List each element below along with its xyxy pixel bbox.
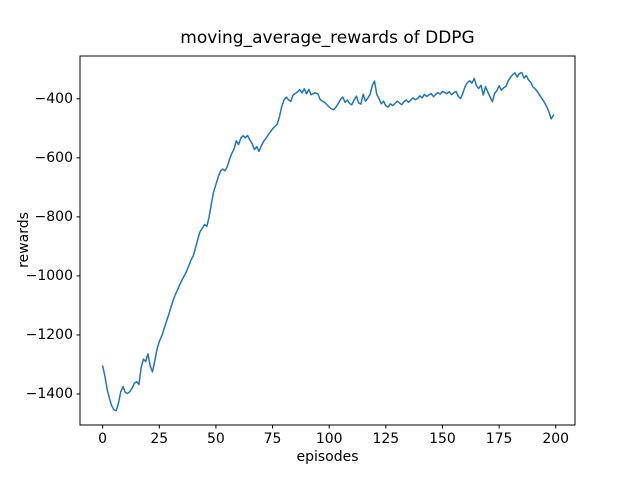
x-axis-label: episodes — [296, 449, 359, 465]
y-tick-label: −600 — [34, 149, 73, 166]
x-tick-label: 25 — [150, 431, 169, 447]
x-tick-label: 50 — [207, 431, 225, 447]
axes-spines — [79, 55, 576, 426]
y-tick-label: −800 — [34, 208, 73, 225]
chart-title: moving_average_rewards of DDPG — [180, 28, 475, 48]
y-tick-label: −1200 — [25, 326, 73, 343]
x-tick-label: 100 — [315, 431, 343, 447]
x-tick-label: 200 — [542, 431, 570, 447]
x-tick-label: 175 — [485, 431, 513, 447]
y-tick-label: −1000 — [25, 267, 73, 284]
y-tick-label: −1400 — [25, 386, 73, 402]
y-tick-label: −400 — [34, 90, 73, 107]
x-tick-label: 75 — [263, 431, 282, 447]
x-tick-label: 125 — [372, 431, 400, 447]
x-tick-label: 150 — [429, 431, 456, 447]
x-tick-label: 0 — [98, 431, 108, 447]
reward-line — [101, 71, 555, 412]
